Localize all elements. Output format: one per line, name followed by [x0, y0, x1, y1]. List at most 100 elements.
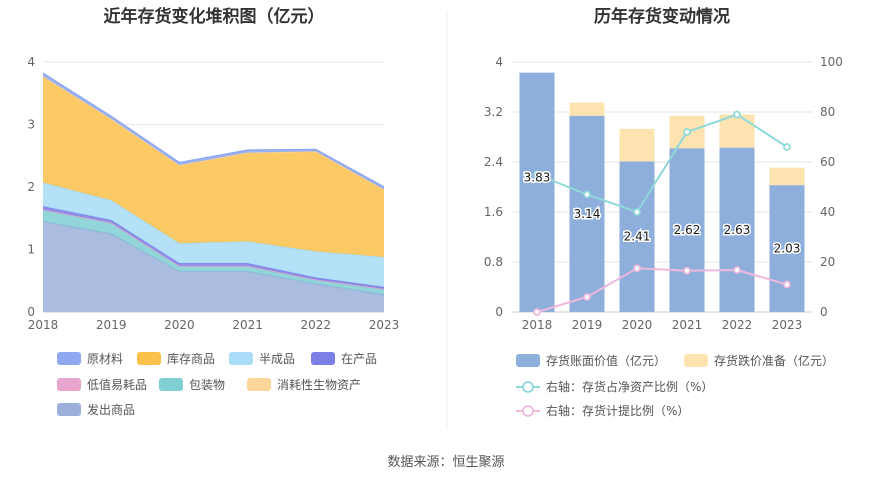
bar-value-label: 2.03 — [774, 242, 801, 256]
bar-value-label: 3.14 — [574, 207, 601, 221]
legend-swatch — [247, 378, 271, 391]
legend-swatch — [57, 403, 81, 416]
x-tick-label: 2019 — [96, 318, 127, 332]
line-point — [583, 190, 591, 199]
right-chart-bar-labels: 3.83 3.14 2.41 2.62 2.63 2.03 — [522, 169, 802, 257]
y-right-tick-label: 60 — [820, 155, 835, 169]
x-tick-label: 2018 — [522, 318, 553, 332]
line-point — [783, 143, 791, 151]
line-point — [533, 308, 541, 316]
line-point — [683, 128, 691, 136]
legend-marker — [522, 381, 534, 393]
bar-value-label: 2.62 — [674, 223, 701, 237]
y-right-tick-label: 80 — [820, 105, 835, 119]
legend-label: 低值易耗品 — [87, 377, 147, 392]
line-point — [583, 293, 591, 301]
bar-book-value — [569, 115, 605, 312]
legend-label: 消耗性生物资产 — [277, 378, 361, 392]
y-tick-label: 4 — [27, 55, 35, 69]
x-tick-label: 2023 — [772, 318, 803, 332]
x-tick-label: 2020 — [164, 318, 195, 332]
y-tick-label: 3 — [27, 118, 35, 132]
x-tick-label: 2019 — [572, 318, 603, 332]
bar-impairment — [619, 128, 655, 162]
y-right-tick-label: 0 — [820, 305, 828, 319]
line-point — [783, 280, 791, 289]
line-3 — [536, 267, 788, 313]
right-chart-grid — [512, 61, 812, 313]
x-tick-label: 2022 — [301, 318, 332, 332]
right-chart-y-axis-right: 0 20 40 60 80 100 — [820, 55, 843, 319]
legend-swatch — [229, 352, 253, 365]
line-point — [733, 110, 741, 119]
legend-label: 原材料 — [87, 352, 123, 366]
legend-label: 半成品 — [259, 352, 295, 366]
legend-swatch — [159, 378, 183, 391]
right-chart-lines — [533, 110, 791, 316]
line-point — [633, 264, 641, 273]
bar-value-label: 3.83 — [524, 170, 551, 184]
area-3 — [43, 206, 384, 289]
area-4 — [43, 182, 384, 287]
y-tick-label: 1 — [27, 243, 35, 257]
legend-swatch — [311, 352, 335, 365]
line-2 — [536, 113, 788, 214]
y-tick-label: 2 — [27, 180, 35, 194]
bar-impairment — [569, 102, 605, 116]
y-left-tick-label: 0.8 — [484, 255, 503, 269]
legend-swatch — [137, 352, 161, 365]
legend-label: 发出商品 — [87, 402, 135, 417]
legend-label: 存货跌价准备（亿元） — [714, 353, 834, 368]
legend-label: 在产品 — [341, 352, 377, 366]
legend-marker — [522, 405, 534, 417]
y-left-tick-label: 3.2 — [484, 105, 503, 119]
x-tick-label: 2020 — [622, 318, 653, 332]
left-chart-areas — [42, 72, 385, 312]
y-right-tick-label: 40 — [820, 205, 835, 219]
right-chart-title: 历年存货变动情况 — [594, 6, 730, 27]
area-5 — [43, 76, 384, 258]
legend-swatch — [516, 354, 540, 367]
data-source: 数据来源：恒生聚源 — [387, 455, 504, 470]
x-tick-label: 2022 — [722, 318, 753, 332]
x-tick-label: 2021 — [232, 318, 263, 332]
area-1 — [43, 210, 384, 295]
bar-book-value — [519, 72, 555, 312]
legend-label: 库存商品 — [167, 351, 215, 366]
right-chart-legend: 存货账面价值（亿元） 存货跌价准备（亿元）右轴：存货占净资产比例（%） 右轴：存货计… — [516, 353, 834, 418]
bar-impairment — [719, 114, 755, 148]
bar-impairment — [769, 167, 805, 186]
line-point — [683, 266, 691, 275]
legend-label: 右轴：存货占净资产比例（%） — [546, 379, 713, 394]
legend-swatch — [57, 352, 81, 365]
line-point — [533, 170, 541, 179]
y-tick-label: 0 — [27, 305, 35, 319]
x-tick-label: 2018 — [28, 318, 59, 332]
bar-value-label: 2.63 — [724, 223, 751, 237]
left-chart-y-axis: 0 1 2 3 4 — [27, 55, 35, 319]
x-tick-label: 2023 — [369, 318, 400, 332]
legend-swatch — [684, 354, 708, 367]
left-chart-x-axis: 2018 2019 2020 2021 2022 2023 — [28, 318, 400, 332]
right-chart-y-axis-left: 0 0.8 1.6 2.4 3.2 4 — [484, 55, 503, 319]
y-left-tick-label: 1.6 — [484, 205, 503, 219]
line-point — [733, 266, 741, 274]
y-left-tick-label: 4 — [495, 55, 503, 69]
bar-value-label: 2.41 — [624, 230, 651, 244]
bar-book-value — [669, 148, 705, 312]
legend-label: 右轴：存货计提比例（%） — [546, 403, 689, 418]
y-right-tick-label: 20 — [820, 255, 835, 269]
right-chart-x-axis: 2018 2019 2020 2021 2022 2023 — [522, 318, 803, 332]
legend-label: 存货账面价值（亿元） — [546, 353, 666, 368]
legend-swatch — [57, 378, 81, 391]
x-tick-label: 2021 — [672, 318, 703, 332]
y-left-tick-label: 2.4 — [484, 155, 503, 169]
line-point — [633, 208, 641, 216]
y-right-tick-label: 100 — [820, 55, 843, 69]
right-chart-bars — [519, 72, 805, 312]
bar-book-value — [769, 185, 805, 312]
area-edge-7 — [42, 72, 385, 188]
left-chart-title: 近年存货变化堆积图（亿元） — [104, 6, 325, 27]
